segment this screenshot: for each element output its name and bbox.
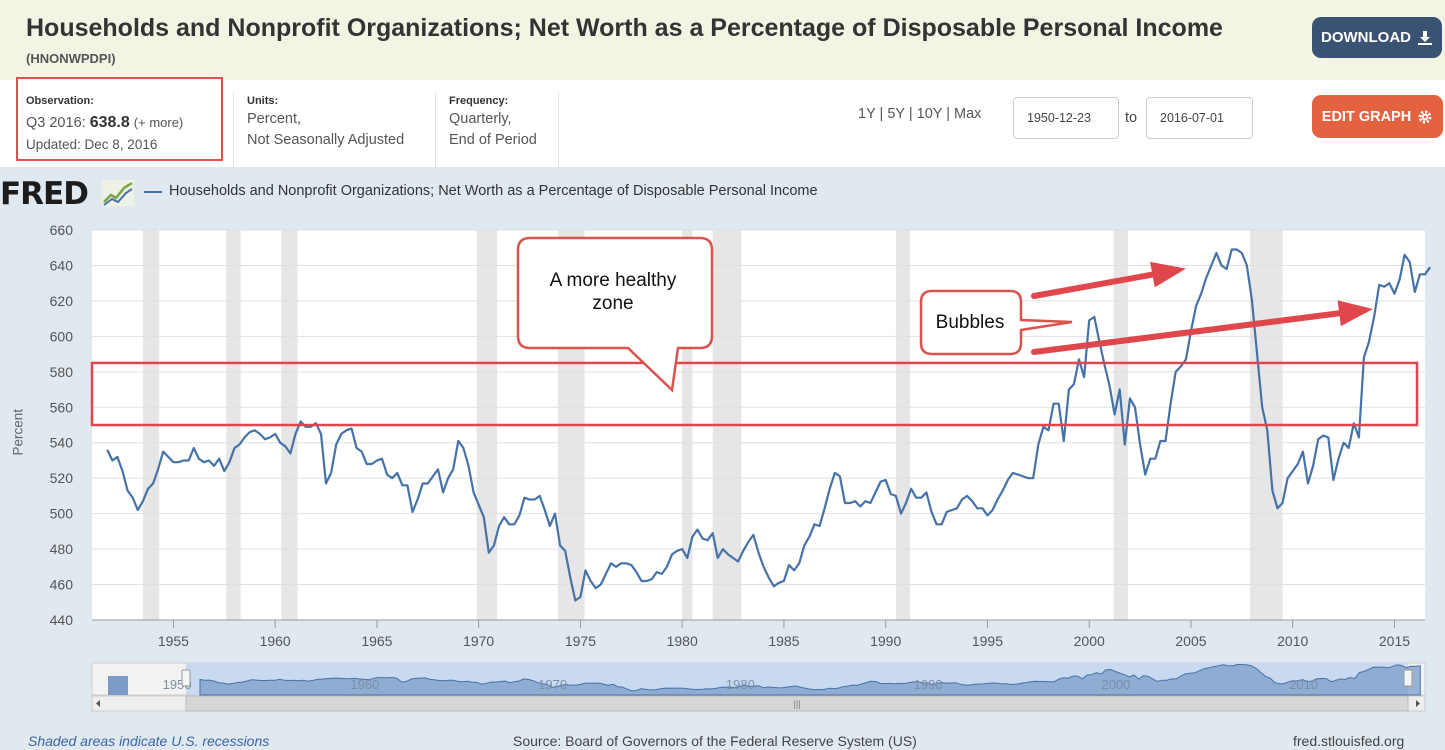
healthy-zone-line2: zone	[592, 293, 634, 314]
navigator-tick-label: 1980	[726, 677, 755, 692]
units-label: Units:	[247, 95, 279, 107]
scrollbar-grip: |||	[793, 699, 800, 709]
range-max[interactable]: Max	[954, 106, 982, 122]
divider	[233, 92, 234, 167]
healthy-zone-box	[90, 361, 1419, 427]
y-tick-label: 440	[50, 612, 74, 628]
y-tick-label: 460	[50, 577, 74, 593]
bubble-arrow-2015-head	[1337, 300, 1373, 327]
navigator-tick-label: 1990	[914, 677, 943, 692]
navigator-tick-label: 2010	[1289, 677, 1318, 692]
x-tick-label: 1985	[768, 633, 799, 649]
source-note: Source: Board of Governors of the Federa…	[513, 733, 917, 749]
fred-logo: FRED	[0, 176, 89, 212]
range-5y[interactable]: 5Y	[887, 106, 905, 122]
legend-swatch	[144, 191, 162, 193]
x-tick-label: 1990	[870, 633, 901, 649]
scrollbar-thumb[interactable]	[185, 695, 1409, 712]
frequency-line1: Quarterly,	[449, 111, 512, 127]
navigator-prehistory	[108, 676, 128, 695]
to-label: to	[1125, 110, 1138, 126]
download-label: DOWNLOAD	[1321, 29, 1411, 46]
observation-more-link[interactable]: (+ more)	[133, 115, 184, 130]
start-date-input[interactable]	[1013, 97, 1119, 139]
observation-number: 638.8	[89, 114, 130, 131]
x-tick-label: 1960	[260, 633, 291, 649]
scroll-left-arrow[interactable]	[96, 700, 100, 707]
x-tick-label: 2000	[1074, 633, 1105, 649]
y-tick-label: 620	[50, 293, 74, 309]
frequency-label: Frequency:	[449, 95, 509, 107]
bubble-arrow-2006-head	[1150, 261, 1186, 288]
end-date-input[interactable]	[1146, 97, 1253, 139]
frequency-line2: End of Period	[449, 132, 537, 148]
y-tick-label: 540	[50, 435, 74, 451]
x-tick-label: 1995	[972, 633, 1003, 649]
observation-period: Q3 2016:	[26, 115, 86, 131]
y-tick-label: 580	[50, 364, 74, 380]
x-tick-label: 2005	[1175, 633, 1206, 649]
edit-graph-label: EDIT GRAPH	[1321, 108, 1412, 125]
x-tick-label: 2015	[1379, 633, 1410, 649]
y-tick-label: 600	[50, 328, 74, 344]
updated-date: Updated: Dec 8, 2016	[26, 137, 158, 152]
gear-icon	[1418, 110, 1432, 123]
range-10y[interactable]: 10Y	[916, 106, 943, 122]
x-tick-label: 1970	[463, 633, 494, 649]
legend-label: Households and Nonprofit Organizations; …	[169, 183, 818, 199]
site-link[interactable]: fred.stlouisfed.org	[1293, 733, 1405, 749]
navigator-series	[199, 664, 1421, 696]
healthy-zone-callout-text: A more healthy zone	[520, 269, 706, 315]
y-tick-label: 640	[50, 257, 74, 273]
navigator-handle[interactable]	[181, 669, 191, 687]
range-1y[interactable]: 1Y	[858, 106, 876, 122]
x-tick-label: 1965	[361, 633, 392, 649]
units-line2: Not Seasonally Adjusted	[247, 132, 405, 148]
observation-highlight-box	[16, 77, 223, 161]
range-selector: 1Y | 5Y | 10Y | Max	[858, 106, 982, 122]
divider	[435, 92, 436, 167]
scroll-right-arrow[interactable]	[1416, 700, 1420, 707]
bubbles-callout-text: Bubbles	[935, 312, 1005, 333]
page-title: Households and Nonprofit Organizations; …	[26, 14, 1223, 42]
x-tick-label: 1980	[667, 633, 698, 649]
fred-chart-icon	[102, 180, 134, 206]
recession-note: Shaded areas indicate U.S. recessions	[28, 733, 270, 749]
units-line1: Percent,	[247, 111, 301, 127]
bubbles-callout	[919, 289, 1073, 356]
y-tick-label: 560	[50, 399, 74, 415]
observation-value: Q3 2016: 638.8 (+ more)	[26, 112, 183, 134]
series-id: (HNONWPDPI)	[26, 51, 116, 66]
x-tick-label: 1955	[158, 633, 189, 649]
y-tick-label: 480	[50, 541, 74, 557]
y-tick-label: 500	[50, 506, 74, 522]
y-tick-label: 520	[50, 470, 74, 486]
navigator-tick-label: 2000	[1101, 677, 1130, 692]
x-tick-label: 2010	[1277, 633, 1308, 649]
y-tick-label: 660	[50, 222, 74, 238]
title-bar: Households and Nonprofit Organizations; …	[0, 0, 1445, 80]
healthy-zone-line1: A more healthy	[549, 270, 677, 291]
series-line	[106, 248, 1431, 602]
x-tick-label: 1975	[565, 633, 596, 649]
observation-label: Observation:	[26, 95, 94, 107]
navigator-tick-label: 1970	[538, 677, 567, 692]
edit-graph-button[interactable]: EDIT GRAPH	[1312, 95, 1443, 138]
bubble-arrow-2015-shaft	[1031, 307, 1368, 355]
navigator-tick-label: 1960	[350, 677, 379, 692]
navigator-handle[interactable]	[1403, 669, 1413, 687]
divider	[558, 92, 559, 167]
download-button[interactable]: DOWNLOAD	[1312, 17, 1442, 58]
healthy-zone-callout	[516, 236, 714, 393]
download-icon	[1418, 30, 1432, 45]
